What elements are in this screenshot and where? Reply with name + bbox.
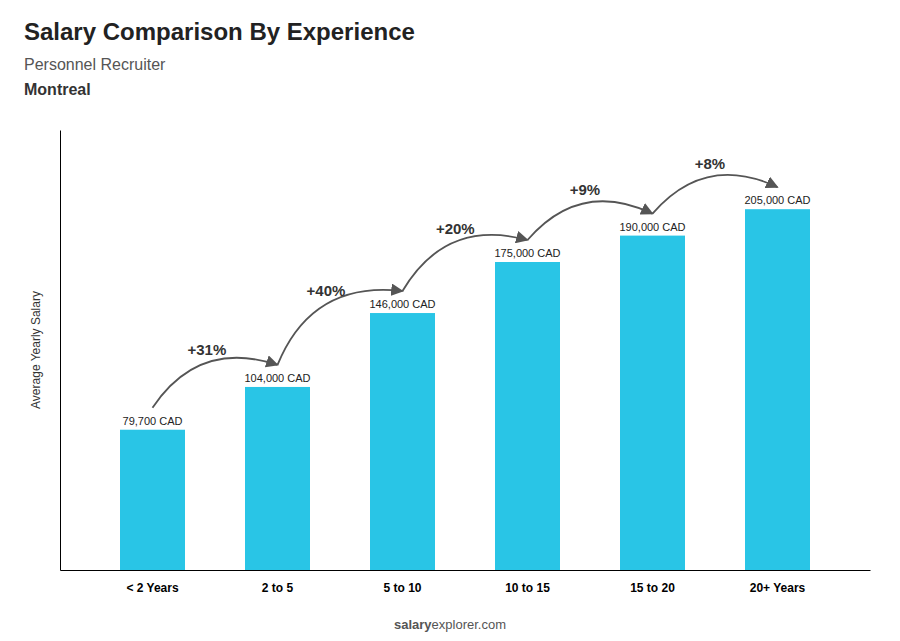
- x-tick-label: 20+ Years: [750, 581, 806, 595]
- x-tick: 2 to 5: [262, 581, 294, 595]
- x-tick: 10 to 15: [505, 581, 550, 595]
- bar: [745, 209, 810, 570]
- change-arrow: [153, 358, 278, 408]
- watermark: salaryexplorer.com: [394, 617, 506, 632]
- y-axis-title: Average Yearly Salary: [29, 291, 43, 409]
- change-arrow: [653, 175, 778, 214]
- change-arrow: [528, 201, 653, 240]
- x-tick: 15 to 20: [630, 581, 675, 595]
- annotation: +20%: [436, 220, 475, 237]
- annotation: +9%: [570, 181, 600, 198]
- bar: [245, 387, 310, 570]
- annotation: +31%: [187, 341, 226, 358]
- subtitle: Personnel Recruiter: [24, 56, 166, 73]
- data-label: 146,000 CAD: [369, 298, 435, 310]
- x-tick: < 2 Years: [126, 581, 178, 595]
- y-axis: [60, 131, 61, 571]
- data-labels: 79,700 CAD 104,000 CAD 146,000 CAD 175,000 …: [123, 194, 811, 427]
- change-arrow: [278, 290, 403, 365]
- data-label: 205,000 CAD: [744, 194, 810, 206]
- x-tick-label: < 2 Years: [126, 581, 178, 595]
- data-label: 104,000 CAD: [244, 372, 310, 384]
- bar: [370, 313, 435, 570]
- data-label: 79,700 CAD: [123, 415, 183, 427]
- x-tick: 20+ Years: [750, 581, 806, 595]
- chart: Salary Comparison By Experience Personnel…: [0, 0, 900, 641]
- title: Salary Comparison By Experience: [24, 18, 415, 45]
- bars: [120, 209, 810, 570]
- annotation: +40%: [307, 282, 346, 299]
- city: Montreal: [24, 81, 91, 98]
- annotations: +31% +40% +20% +9% +8%: [153, 155, 778, 408]
- x-tick-label: 15 to 20: [630, 581, 675, 595]
- x-tick-label: 5 to 10: [383, 581, 421, 595]
- data-label: 190,000 CAD: [619, 221, 685, 233]
- watermark-part: explorer.com: [432, 617, 506, 632]
- y-axis-line: [60, 131, 61, 571]
- x-axis-line: [61, 570, 871, 571]
- bar: [495, 262, 560, 570]
- annotation: +8%: [695, 155, 725, 172]
- bar: [120, 430, 185, 570]
- x-tick-label: 10 to 15: [505, 581, 550, 595]
- data-label: 175,000 CAD: [494, 247, 560, 259]
- watermark-part: salary: [394, 617, 432, 632]
- x-axis: < 2 Years 2 to 5 5 to 10 10 to 15 15 to 20 20…: [61, 571, 871, 596]
- x-tick-label: 2 to 5: [262, 581, 294, 595]
- bar: [620, 236, 685, 570]
- x-tick: 5 to 10: [383, 581, 421, 595]
- change-arrow: [403, 235, 528, 291]
